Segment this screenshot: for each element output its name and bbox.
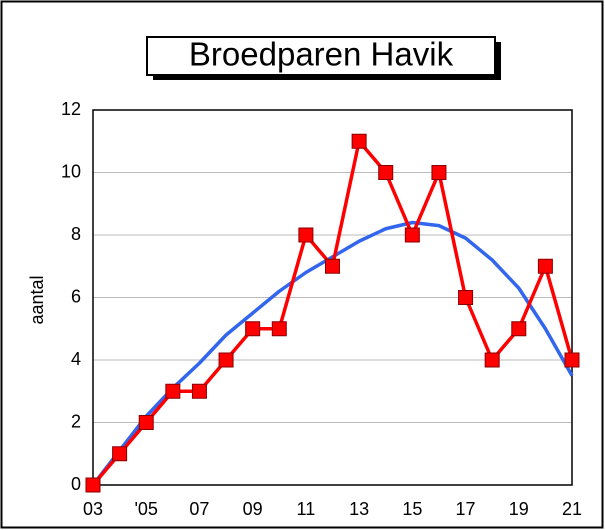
marker xyxy=(351,133,367,149)
marker xyxy=(165,383,181,399)
x-tick-label: 03 xyxy=(83,499,103,519)
marker xyxy=(537,258,553,274)
y-axis-label: aantal xyxy=(27,275,47,324)
marker xyxy=(271,321,287,337)
marker xyxy=(511,321,527,337)
marker xyxy=(245,321,261,337)
marker xyxy=(404,227,420,243)
x-tick-label: '05 xyxy=(134,499,157,519)
x-tick-label: 15 xyxy=(402,499,422,519)
y-tick-label: 12 xyxy=(61,99,81,119)
y-tick-label: 6 xyxy=(71,286,81,306)
x-tick-label: 13 xyxy=(349,499,369,519)
marker xyxy=(112,446,128,462)
x-tick-label: 09 xyxy=(243,499,263,519)
x-tick-label: 11 xyxy=(297,499,316,519)
marker xyxy=(564,352,580,368)
x-tick-label: 19 xyxy=(509,499,529,519)
marker xyxy=(431,165,447,180)
y-tick-label: 8 xyxy=(71,224,81,244)
y-tick-label: 10 xyxy=(61,161,81,181)
x-tick-label: 17 xyxy=(456,499,476,519)
title-box xyxy=(146,36,496,76)
marker xyxy=(325,258,340,274)
y-tick-label: 2 xyxy=(71,411,81,431)
marker xyxy=(484,352,500,368)
marker xyxy=(191,383,207,399)
marker xyxy=(378,165,394,180)
plot-border xyxy=(92,109,573,486)
y-tick-label: 4 xyxy=(71,349,81,369)
marker xyxy=(85,477,101,493)
marker xyxy=(298,227,314,243)
y-tick-label: 0 xyxy=(71,474,81,494)
marker xyxy=(458,290,474,305)
marker xyxy=(218,352,234,368)
marker xyxy=(138,415,154,430)
x-tick-label: 07 xyxy=(189,499,209,519)
x-tick-label: 21 xyxy=(562,499,582,519)
chart-title: Broedparen Havik xyxy=(189,36,454,73)
